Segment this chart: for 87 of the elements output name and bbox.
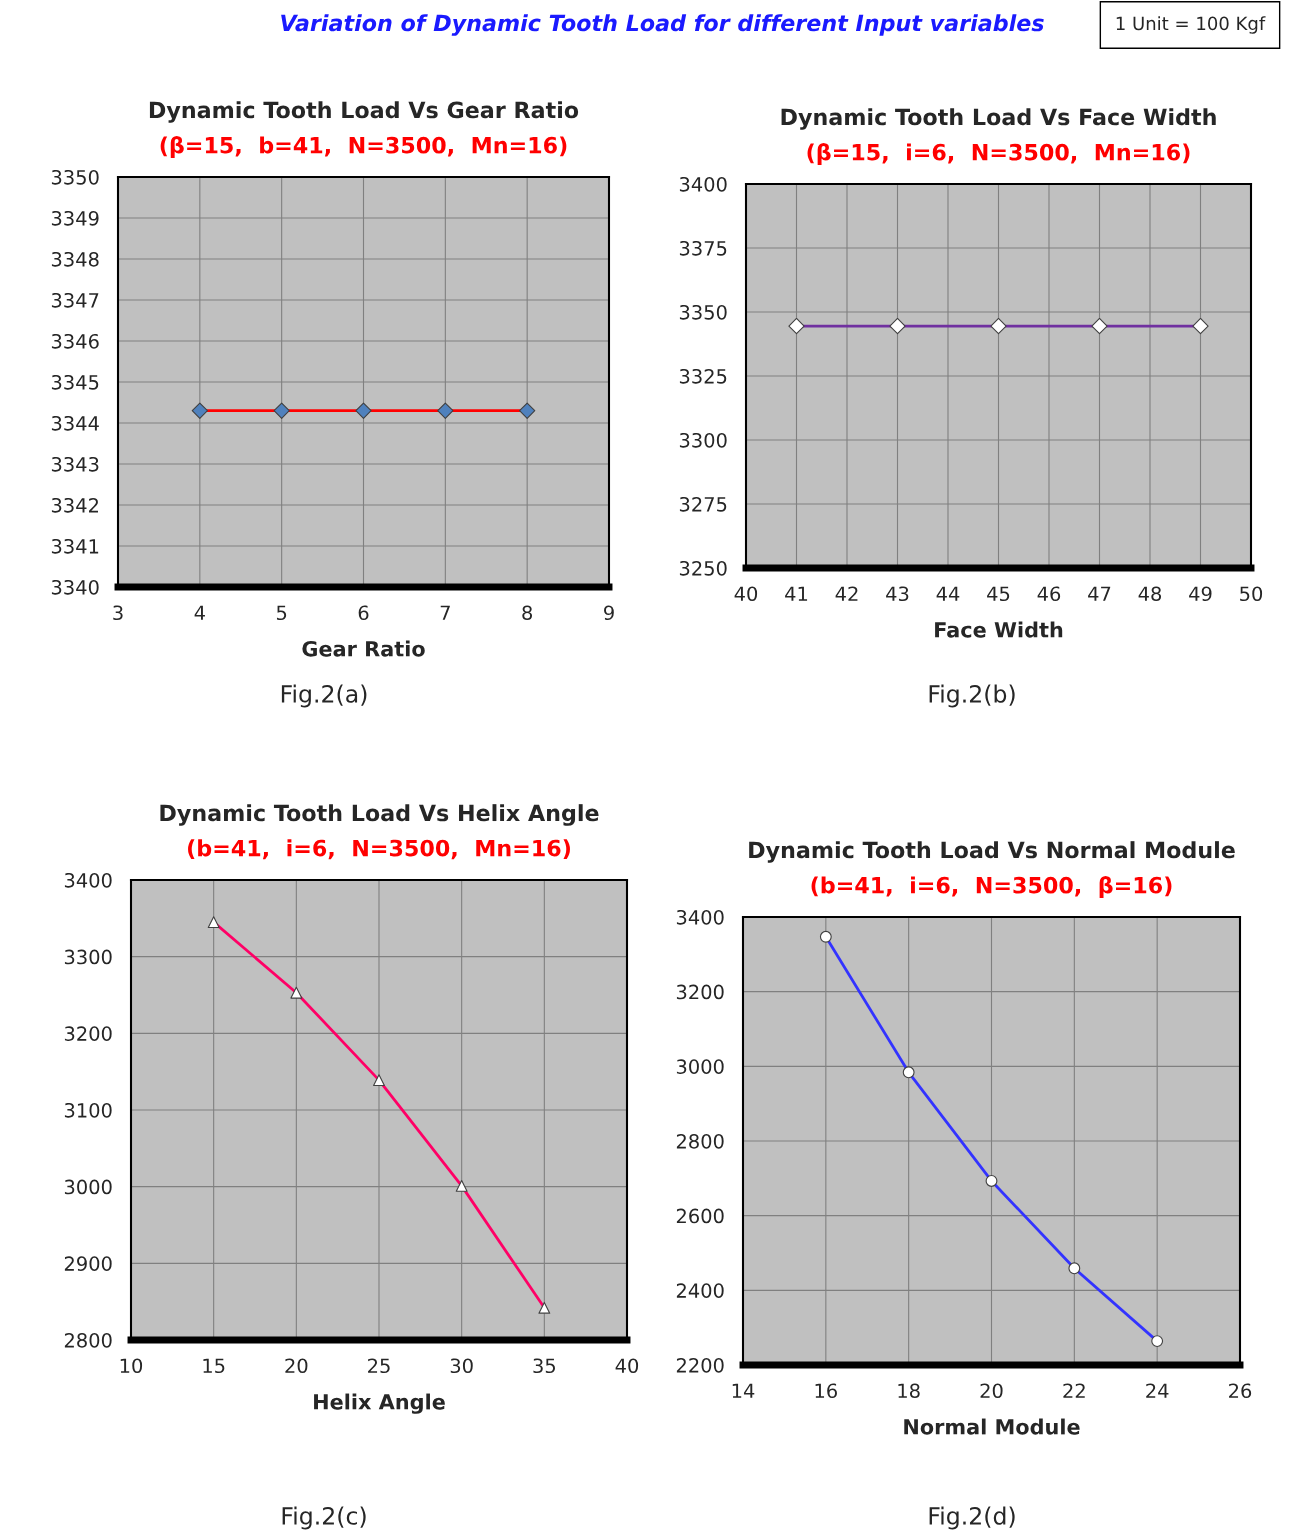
x-tick-label: 10 [120, 1358, 143, 1374]
y-tick-label: 3100 [64, 1102, 112, 1118]
x-tick-label: 6 [358, 605, 369, 621]
y-tick-label: 3250 [679, 560, 727, 576]
y-tick-label: 2600 [676, 1208, 724, 1224]
y-tick-label: 2800 [64, 1332, 112, 1348]
x-axis-title: Gear Ratio [302, 640, 425, 657]
y-tick-label: 3350 [51, 169, 99, 185]
x-tick-label: 42 [835, 586, 858, 601]
point [373, 1074, 385, 1087]
y-tick-label: 3300 [64, 949, 112, 965]
x-tick-label: 25 [368, 1358, 390, 1374]
y-tick-label: 3000 [676, 1059, 724, 1074]
chart-subtitle: (b=41, i=6, N=3500, Mn=16) [188, 839, 570, 860]
y-tick-label: 3400 [64, 872, 112, 888]
chart-title: Dynamic Tooth Load Vs Normal Module [749, 841, 1235, 863]
y-tick-label: 3340 [51, 579, 99, 595]
x-tick-label: 43 [886, 586, 909, 602]
y-tick-label: 2800 [676, 1133, 724, 1149]
text: 1 Unit = 100 Kgf [1116, 16, 1266, 34]
x-tick-label: 20 [980, 1383, 1003, 1399]
y-tick-label: 3343 [51, 456, 99, 472]
y-tick-label: 3200 [676, 984, 724, 1000]
y-tick-label: 3400 [679, 176, 727, 192]
x-tick-label: 9 [604, 605, 614, 621]
x-tick-label: 4 [194, 605, 205, 620]
x-tick-label: 15 [203, 1358, 225, 1374]
x-tick-label: 7 [440, 605, 450, 620]
point [455, 1179, 468, 1192]
y-tick-label: 2400 [676, 1283, 724, 1298]
y-tick-label: 3275 [679, 496, 727, 512]
x-axis-title: Normal Module [904, 1418, 1080, 1435]
caption: Fig.2(d) [929, 1506, 1015, 1530]
x-tick-label: 45 [987, 586, 1010, 602]
chart-title: Dynamic Tooth Load Vs Helix Angle [160, 804, 599, 826]
y-tick-label: 3000 [64, 1179, 112, 1195]
chart-subtitle: (β=15, b=41, N=3500, Mn=16) [160, 136, 567, 158]
x-tick-label: 49 [1189, 586, 1212, 602]
x-tick-label: 47 [1088, 586, 1111, 601]
x-tick-label: 40 [734, 586, 758, 602]
x-tick-label: 16 [815, 1383, 837, 1399]
text: Variation of Dynamic Tooth Load for different Input variables [281, 14, 1044, 36]
x-tick-label: 22 [1063, 1383, 1085, 1398]
x-tick-label: 40 [615, 1358, 639, 1374]
y-tick-label: 3400 [676, 909, 724, 925]
x-tick-label: 3 [113, 605, 123, 621]
x-tick-label: 24 [1146, 1383, 1169, 1398]
y-tick-label: 3341 [51, 538, 99, 554]
x-tick-label: 46 [1037, 586, 1061, 602]
y-tick-label: 3200 [64, 1026, 112, 1041]
x-tick-label: 18 [898, 1383, 920, 1399]
y-tick-label: 2900 [64, 1256, 112, 1271]
point [207, 916, 220, 929]
x-tick-label: 14 [732, 1383, 755, 1398]
x-tick-label: 30 [450, 1358, 473, 1374]
x-tick-label: 5 [276, 605, 287, 621]
y-tick-label: 3348 [51, 251, 99, 267]
x-tick-label: 41 [785, 586, 808, 601]
y-tick-label: 3344 [51, 415, 99, 431]
y-tick-label: 3375 [679, 240, 727, 256]
point [538, 1301, 551, 1314]
y-tick-label: 3346 [51, 333, 99, 349]
point [290, 986, 303, 999]
caption: Fig.2(a) [281, 684, 367, 708]
x-tick-label: 44 [936, 586, 960, 601]
x-tick-label: 26 [1229, 1383, 1252, 1399]
chart-subtitle: (b=41, i=6, N=3500, β=16) [811, 876, 1172, 898]
x-tick-label: 35 [533, 1358, 556, 1374]
chart-title: Dynamic Tooth Load Vs Face Width [781, 108, 1216, 130]
y-tick-label: 3350 [679, 304, 727, 320]
chart-subtitle: (β=15, i=6, N=3500, Mn=16) [807, 143, 1190, 165]
x-axis-title: Helix Angle [314, 1393, 445, 1414]
caption: Fig.2(c) [282, 1506, 366, 1530]
x-tick-label: 50 [1240, 586, 1263, 602]
y-tick-label: 3300 [679, 432, 727, 448]
y-tick-label: 3342 [51, 497, 98, 513]
y-tick-label: 2200 [676, 1357, 724, 1373]
y-tick-label: 3347 [51, 292, 99, 308]
y-tick-label: 3325 [679, 368, 727, 384]
x-tick-label: 48 [1138, 586, 1162, 602]
x-tick-label: 20 [285, 1358, 308, 1374]
x-tick-label: 8 [522, 605, 533, 621]
y-tick-label: 3345 [51, 374, 99, 390]
x-axis-title: Face Width [935, 621, 1063, 638]
chart-title: Dynamic Tooth Load Vs Gear Ratio [149, 101, 579, 123]
y-tick-label: 3349 [51, 210, 99, 226]
caption: Fig.2(b) [929, 684, 1015, 708]
